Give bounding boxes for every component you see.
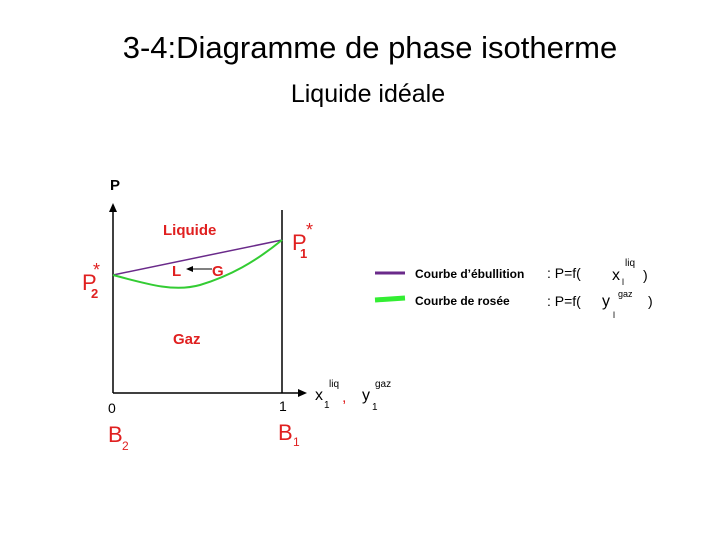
legend-var-sup: liq xyxy=(625,258,635,269)
x-label-sup: liq xyxy=(329,379,339,390)
legend-line xyxy=(374,295,406,303)
legend-close: ) xyxy=(648,293,653,309)
p2: P xyxy=(82,270,97,295)
legend-var: x xyxy=(612,267,620,284)
legend-formula: : P=f( xyxy=(547,293,581,309)
separator: , xyxy=(342,389,346,406)
x-tick-label: 0 xyxy=(108,400,116,416)
x-tick-label: 1 xyxy=(279,398,287,414)
title: 3-4:Diagramme de phase isotherme xyxy=(123,30,618,65)
legend-var-sub: l xyxy=(622,277,624,287)
y-label-sub: 1 xyxy=(372,402,378,413)
legend-label: Courbe de rosée xyxy=(415,294,510,308)
legend-var-sub: l xyxy=(613,310,615,320)
subtitle: Liquide idéale xyxy=(291,80,445,108)
region-label: Gaz xyxy=(173,331,201,348)
legend-label: Courbe d’ébullition xyxy=(415,267,524,281)
legend-var-sup: gaz xyxy=(618,289,633,299)
bubble-curve xyxy=(112,239,283,276)
region-label: Liquide xyxy=(163,222,216,239)
p2-sup: * xyxy=(93,260,100,280)
y-label: y xyxy=(362,387,370,404)
x-label-sub: 1 xyxy=(324,400,330,411)
arrow-label: L xyxy=(172,263,181,280)
p2-sub: 2 xyxy=(91,286,98,301)
b1-sub: 1 xyxy=(293,435,300,449)
p1-sup: * xyxy=(306,220,313,240)
y-label-sup: gaz xyxy=(375,379,391,390)
legend-var: y xyxy=(602,293,610,310)
legend-close: ) xyxy=(643,267,648,283)
b2: B xyxy=(108,422,123,447)
b2-sub: 2 xyxy=(122,439,129,453)
x-label: x xyxy=(315,387,323,404)
p1-sub: 1 xyxy=(300,246,307,261)
dew-curve xyxy=(112,239,283,289)
legend-formula: : P=f( xyxy=(547,265,581,281)
p1: P xyxy=(292,230,307,255)
b1: B xyxy=(278,420,293,445)
arrow-label: G xyxy=(212,263,224,280)
axis-label: P xyxy=(110,177,120,194)
